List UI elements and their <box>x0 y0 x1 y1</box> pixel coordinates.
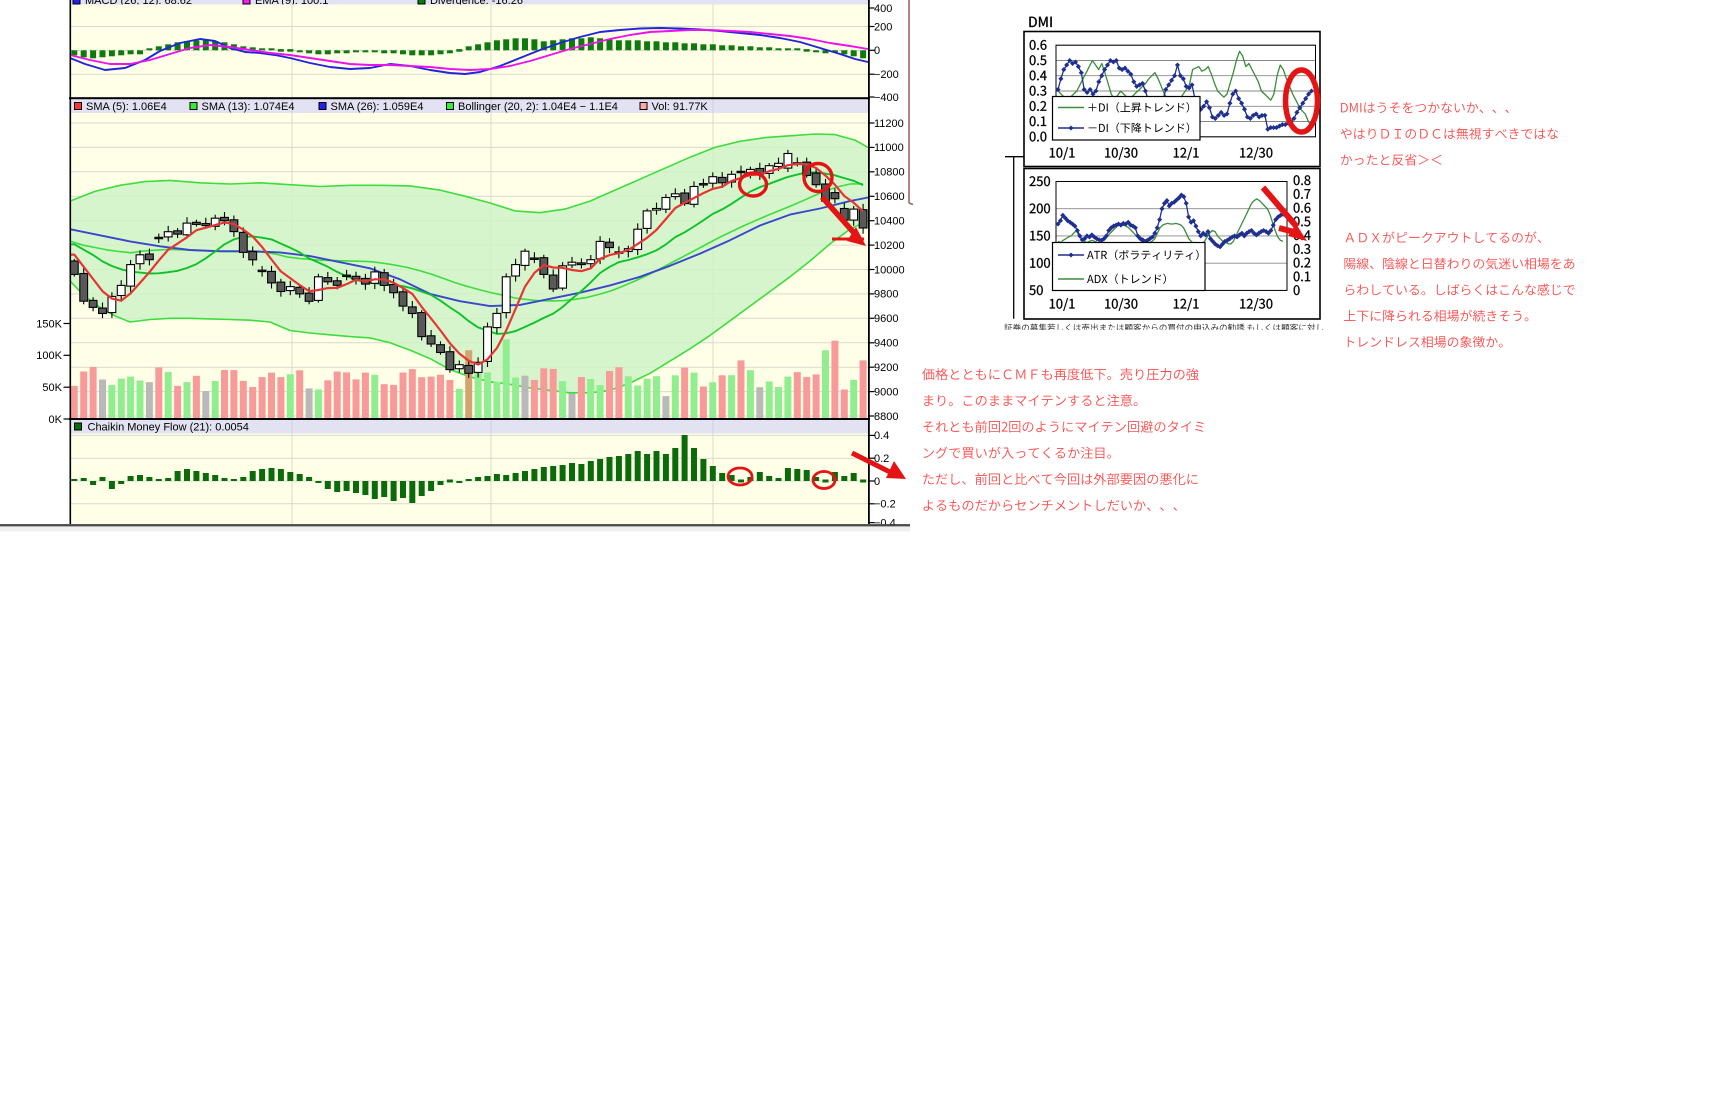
svg-text:0.2: 0.2 <box>874 453 889 465</box>
svg-text:MACD (26, 12): 68.62: MACD (26, 12): 68.62 <box>85 0 192 7</box>
svg-text:SMA (13): 1.074E4: SMA (13): 1.074E4 <box>202 101 295 113</box>
svg-text:9000: 9000 <box>874 386 898 398</box>
svg-text:−400: −400 <box>874 92 899 104</box>
svg-text:100K: 100K <box>36 350 62 362</box>
svg-text:0.4: 0.4 <box>874 430 889 442</box>
svg-text:50K: 50K <box>42 382 62 394</box>
svg-text:SMA (5): 1.06E4: SMA (5): 1.06E4 <box>86 101 167 113</box>
svg-text:9400: 9400 <box>874 338 898 350</box>
svg-text:0: 0 <box>874 45 880 57</box>
svg-text:10600: 10600 <box>874 191 905 203</box>
svg-text:9600: 9600 <box>874 313 898 325</box>
svg-text:10000: 10000 <box>874 264 905 276</box>
svg-text:150K: 150K <box>36 318 62 330</box>
svg-text:11000: 11000 <box>874 142 904 154</box>
svg-text:−0.2: −0.2 <box>874 499 896 511</box>
svg-text:9800: 9800 <box>874 289 898 301</box>
svg-text:8800: 8800 <box>874 411 898 423</box>
svg-text:0: 0 <box>874 476 880 488</box>
svg-text:SMA (26): 1.059E4: SMA (26): 1.059E4 <box>331 101 424 113</box>
svg-text:Bollinger (20, 2): 1.04E4 − 1.: Bollinger (20, 2): 1.04E4 − 1.1E4 <box>458 101 618 113</box>
svg-text:0K: 0K <box>49 414 63 426</box>
svg-text:11200: 11200 <box>874 118 904 130</box>
svg-text:EMA (9): 100.1: EMA (9): 100.1 <box>255 0 328 7</box>
svg-text:−200: −200 <box>874 69 899 81</box>
svg-text:400: 400 <box>874 3 892 15</box>
svg-text:Vol: 91.77K: Vol: 91.77K <box>652 101 709 113</box>
svg-text:Divergence: -16.26: Divergence: -16.26 <box>430 0 523 7</box>
svg-text:10800: 10800 <box>874 167 905 179</box>
svg-text:10200: 10200 <box>874 240 905 252</box>
svg-text:Chaikin Money Flow (21): 0.005: Chaikin Money Flow (21): 0.0054 <box>88 422 249 434</box>
svg-text:9200: 9200 <box>874 362 898 374</box>
svg-text:10400: 10400 <box>874 216 905 228</box>
svg-text:200: 200 <box>874 21 892 33</box>
